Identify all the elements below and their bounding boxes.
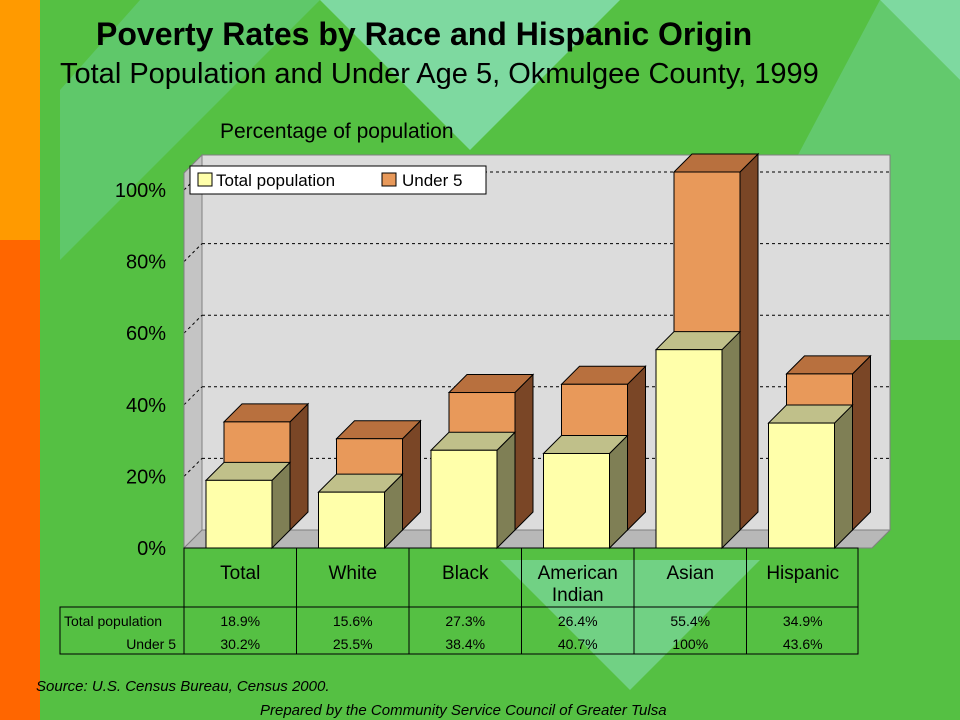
bar-total-population-side <box>609 434 628 550</box>
data-label-total-population: 18.9% <box>220 613 260 629</box>
y-tick-label: 80% <box>126 252 166 274</box>
side-accent-top <box>0 0 40 240</box>
background-diamond-shape <box>320 0 620 150</box>
x-category-label: White <box>328 563 377 584</box>
y-tick-label: 100% <box>115 180 166 202</box>
bar-total-population-side <box>834 403 853 550</box>
bar-total-population-side <box>496 431 516 550</box>
row-label-under5: Under 5 <box>126 636 176 652</box>
data-label-total-population: 34.9% <box>783 613 823 629</box>
data-label-under5: 38.4% <box>445 636 485 652</box>
y-tick-label: 0% <box>137 538 166 560</box>
bar-total-population <box>318 491 385 549</box>
bar-under5-side <box>627 365 646 532</box>
bar-under5-side <box>739 152 759 532</box>
data-label-under5: 25.5% <box>333 636 373 652</box>
row-label-total-population: Total population <box>64 613 162 629</box>
bar-under5-side <box>402 419 421 532</box>
bar-total-population-side <box>721 330 741 550</box>
bar-under5-side <box>289 402 309 532</box>
gridline-side <box>183 314 203 334</box>
background-bottom-shape <box>500 560 760 690</box>
source-note: Source: U.S. Census Bureau, Census 2000. <box>36 678 330 695</box>
data-label-under5: 100% <box>672 636 708 652</box>
x-category-label: Hispanic <box>766 563 839 584</box>
bar-total-population <box>430 449 498 549</box>
table-rows-border <box>59 606 859 655</box>
bar-total-population <box>768 422 835 549</box>
data-label-under5: 43.6% <box>783 636 823 652</box>
y-tick-label: 20% <box>126 466 166 488</box>
bar-total-population <box>543 452 610 549</box>
y-tick-label: 60% <box>126 323 166 345</box>
gridline-side <box>183 386 203 406</box>
x-category-label: Total <box>220 563 260 584</box>
legend-swatch-total-population <box>197 172 213 187</box>
slide-subtitle: Total Population and Under Age 5, Okmulg… <box>60 58 819 90</box>
bar-total-population <box>205 479 273 549</box>
bar-total-population <box>655 349 723 549</box>
prepared-by-note: Prepared by the Community Service Counci… <box>260 702 667 719</box>
bar-under5-side <box>514 373 534 532</box>
y-tick-label: 40% <box>126 395 166 417</box>
data-label-total-population: 26.4% <box>558 613 598 629</box>
data-label-under5: 40.7% <box>558 636 598 652</box>
gridline-side <box>183 458 203 477</box>
data-label-total-population: 55.4% <box>670 613 710 629</box>
data-label-total-population: 15.6% <box>333 613 373 629</box>
legend-label-under5: Under 5 <box>402 171 462 190</box>
slide-title: Poverty Rates by Race and Hispanic Origi… <box>96 16 753 52</box>
x-category-label: American Indian <box>538 563 618 606</box>
gridline-side <box>183 243 203 262</box>
y-axis-label: Percentage of population <box>220 120 454 143</box>
side-accent-bottom <box>0 240 40 720</box>
data-label-total-population: 27.3% <box>445 613 485 629</box>
background-left-shape <box>60 0 320 260</box>
x-category-label: Black <box>442 563 489 584</box>
legend-swatch-under5 <box>381 172 397 187</box>
legend-label-total-population: Total population <box>216 171 335 190</box>
x-category-label: Asian <box>666 563 714 584</box>
legend-box <box>189 165 487 195</box>
bar-under5-side <box>852 354 871 532</box>
data-label-under5: 30.2% <box>220 636 260 652</box>
plot-side-wall <box>183 153 203 550</box>
